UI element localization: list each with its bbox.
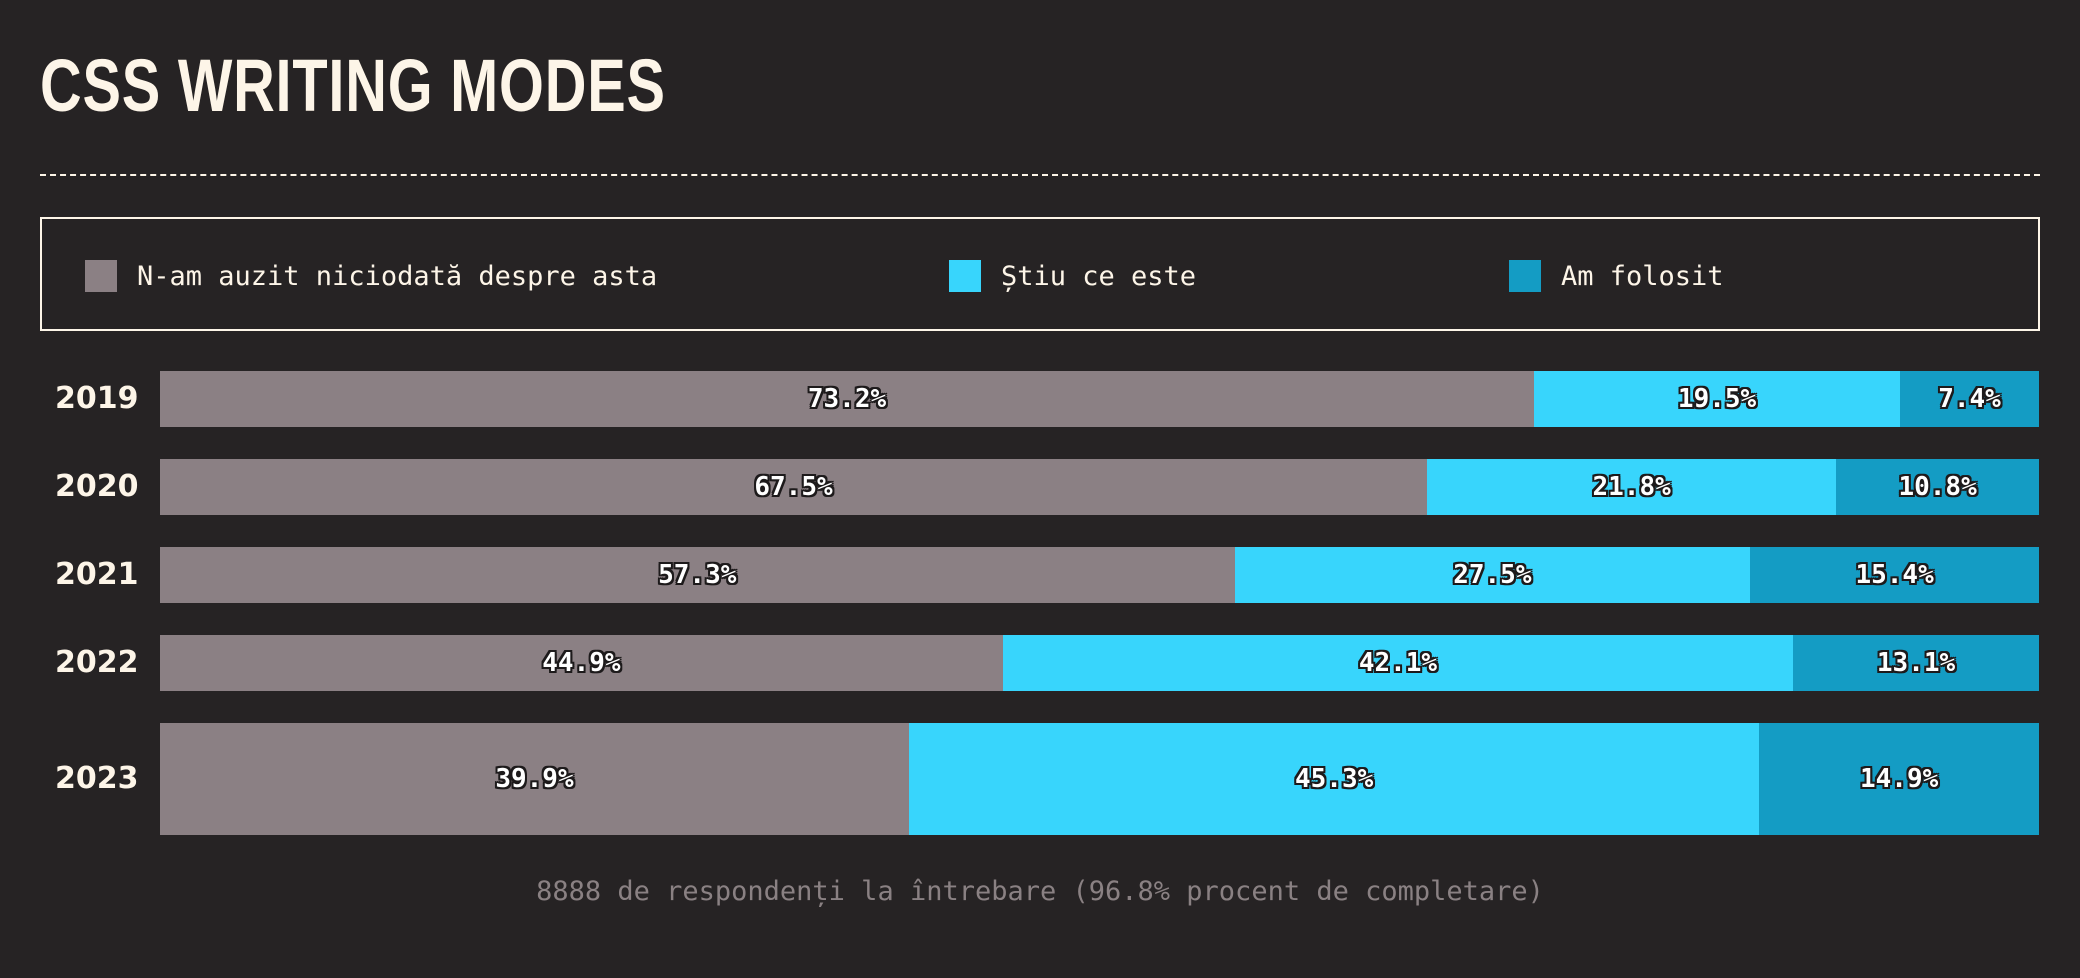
bar-segment-2021-0[interactable]: 57.3% bbox=[160, 547, 1235, 603]
data-label-2019-0: 73.2% bbox=[807, 384, 887, 414]
legend-swatch-used-it bbox=[1509, 260, 1541, 292]
data-label-2020-0: 67.5% bbox=[754, 472, 833, 502]
bar-2023: 39.9% 45.3% 14.9% bbox=[160, 723, 2039, 835]
data-label-2020-1: 21.8% bbox=[1592, 472, 1671, 502]
bar-segment-2020-0[interactable]: 67.5% bbox=[160, 459, 1428, 515]
respondents-note: 8888 de respondenți la întrebare (96.8% … bbox=[536, 876, 1544, 907]
legend-swatch-never-heard bbox=[85, 260, 117, 292]
title-divider bbox=[40, 174, 2040, 176]
bar-segment-2019-2[interactable]: 7.4% bbox=[1900, 371, 2039, 427]
data-label-2021-2: 15.4% bbox=[1855, 560, 1934, 590]
bar-segment-2019-1[interactable]: 19.5% bbox=[1534, 371, 1901, 427]
row-label-2022: 2022 bbox=[55, 645, 139, 680]
data-label-2022-2: 13.1% bbox=[1876, 648, 1956, 678]
bar-segment-2021-1[interactable]: 27.5% bbox=[1234, 547, 1751, 603]
bar-2020: 67.5% 21.8% 10.8% bbox=[160, 459, 2039, 515]
data-label-2023-2: 14.9% bbox=[1860, 764, 1939, 794]
data-label-2021-0: 57.3% bbox=[658, 560, 737, 590]
bar-segment-2022-1[interactable]: 42.1% bbox=[1002, 635, 1794, 691]
data-label-2021-1: 27.5% bbox=[1453, 560, 1532, 590]
bar-segment-2021-2[interactable]: 15.4% bbox=[1750, 547, 2039, 603]
bar-segment-2019-0[interactable]: 73.2% bbox=[160, 371, 1535, 427]
bar-segment-2023-2[interactable]: 14.9% bbox=[1759, 723, 2039, 835]
legend-swatch-know-what-it-is bbox=[949, 260, 981, 292]
legend-item-used-it[interactable]: Am folosit bbox=[1509, 260, 1724, 292]
bar-2021: 57.3% 27.5% 15.4% bbox=[160, 547, 2039, 603]
legend-item-know-what-it-is[interactable]: Știu ce este bbox=[949, 260, 1196, 292]
data-label-2019-2: 7.4% bbox=[1938, 384, 2001, 414]
bar-2019: 73.2% 19.5% 7.4% bbox=[160, 371, 2039, 427]
data-label-2020-2: 10.8% bbox=[1898, 472, 1977, 502]
bar-segment-2023-0[interactable]: 39.9% bbox=[160, 723, 909, 835]
legend-item-never-heard[interactable]: N-am auzit niciodată despre asta bbox=[85, 260, 657, 292]
data-label-2019-1: 19.5% bbox=[1677, 384, 1757, 414]
data-label-2023-0: 39.9% bbox=[495, 764, 574, 794]
bar-segment-2022-0[interactable]: 44.9% bbox=[160, 635, 1003, 691]
bar-segment-2023-1[interactable]: 45.3% bbox=[908, 723, 1760, 835]
row-label-2023: 2023 bbox=[55, 761, 139, 796]
legend-label-know-what-it-is: Știu ce este bbox=[1001, 260, 1197, 292]
legend: N-am auzit niciodată despre asta Știu ce… bbox=[40, 217, 2040, 331]
data-label-2022-1: 42.1% bbox=[1358, 648, 1438, 678]
bar-2022: 44.9% 42.1% 13.1% bbox=[160, 635, 2039, 691]
legend-label-used-it: Am folosit bbox=[1561, 260, 1724, 292]
legend-label-never-heard: N-am auzit niciodată despre asta bbox=[137, 260, 658, 292]
data-label-2023-1: 45.3% bbox=[1294, 764, 1374, 794]
row-label-2021: 2021 bbox=[55, 557, 139, 592]
chart-title: CSS WRITING MODES bbox=[40, 44, 666, 127]
bar-segment-2020-1[interactable]: 21.8% bbox=[1427, 459, 1837, 515]
bar-segment-2020-2[interactable]: 10.8% bbox=[1836, 459, 2039, 515]
bar-segment-2022-2[interactable]: 13.1% bbox=[1793, 635, 2039, 691]
row-label-2019: 2019 bbox=[55, 381, 139, 416]
row-label-2020: 2020 bbox=[55, 469, 139, 504]
data-label-2022-0: 44.9% bbox=[542, 648, 621, 678]
